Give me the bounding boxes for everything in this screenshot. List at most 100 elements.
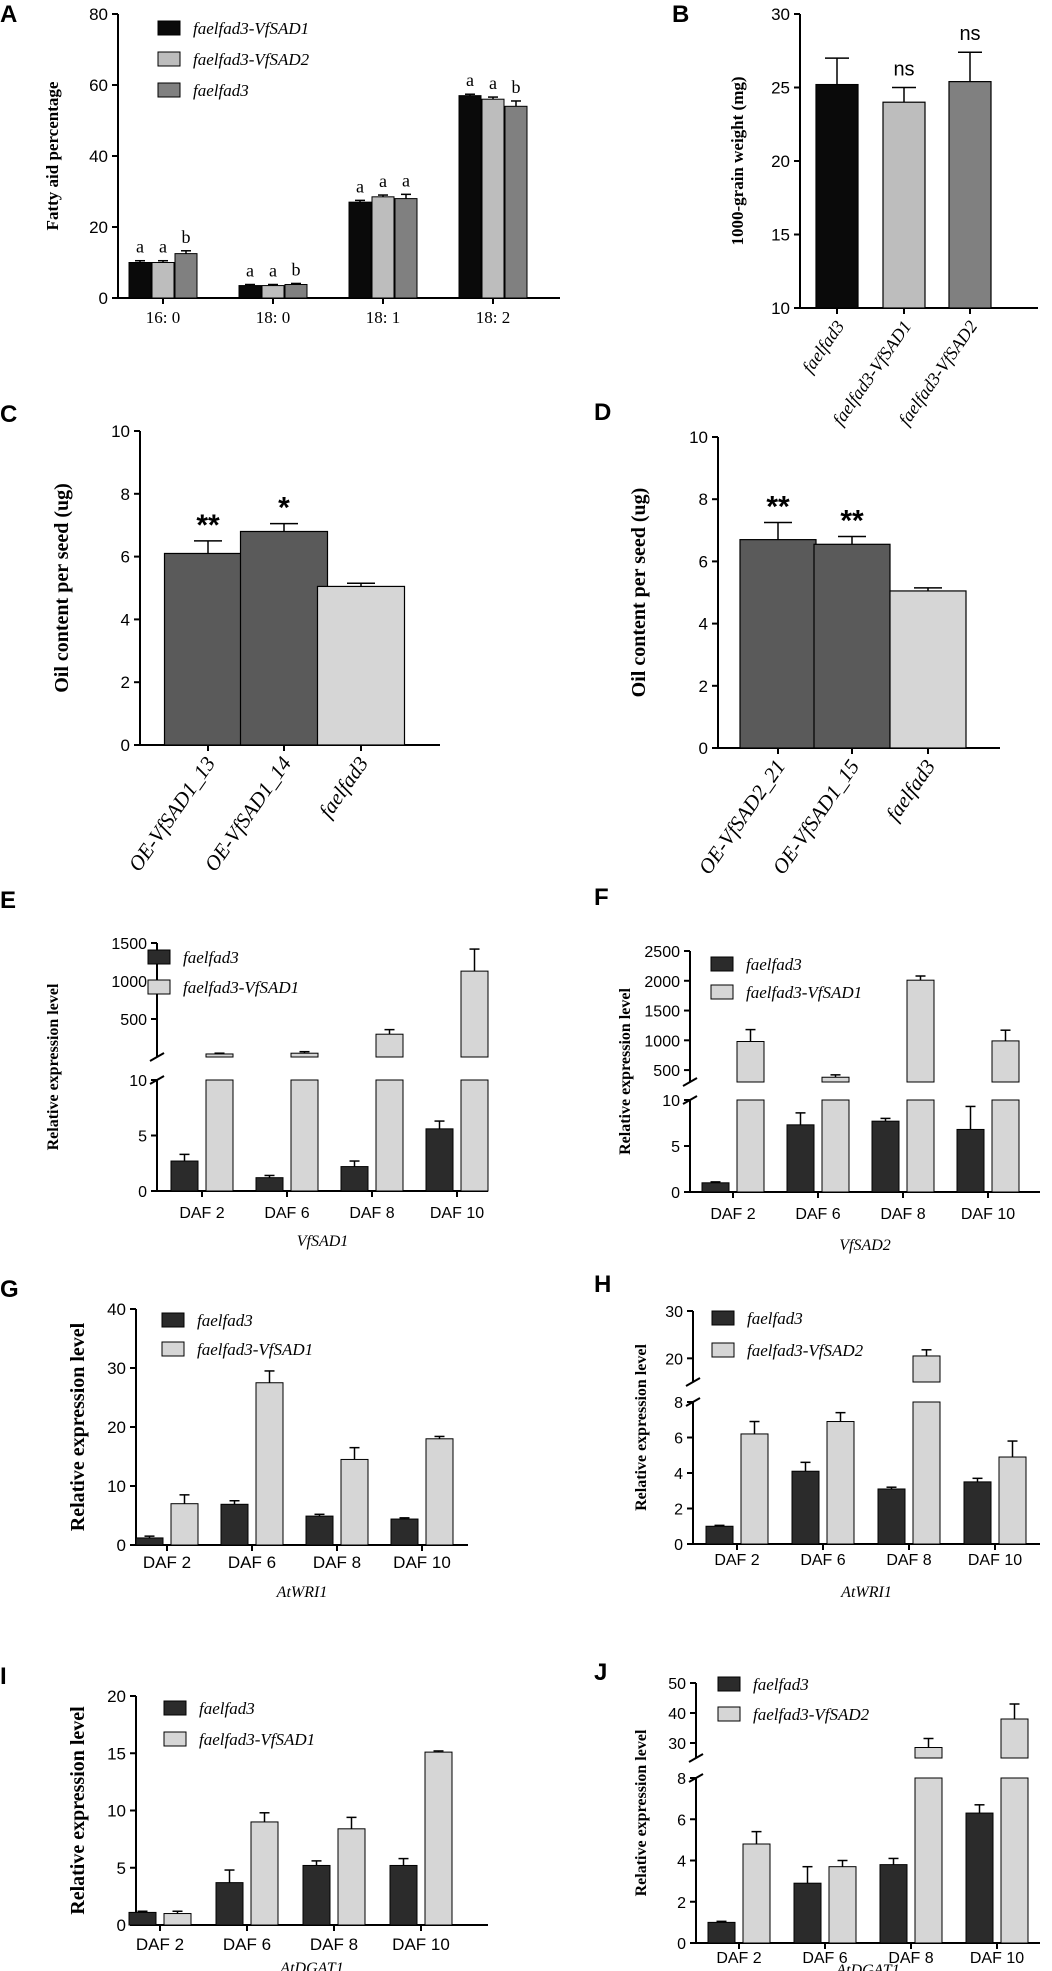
- y-tick-label: 8: [121, 485, 130, 504]
- bar: [174, 253, 198, 299]
- axis-break-mark: [688, 1753, 704, 1763]
- legend-swatch: [161, 1341, 185, 1357]
- bar: [389, 1864, 418, 1926]
- bar-upper-segment: [1000, 1718, 1029, 1759]
- y-tick-label: 15: [771, 226, 790, 245]
- legend-label: faelfad3-VfSAD1: [183, 978, 299, 997]
- bar-upper-segment: [912, 1355, 941, 1383]
- y-tick-label: 1000: [111, 974, 147, 991]
- x-tick-label: DAF 6: [223, 1935, 271, 1954]
- significance-label: a: [159, 237, 167, 257]
- bar: [220, 1503, 249, 1546]
- bar: [215, 1882, 244, 1926]
- bar: [948, 81, 992, 309]
- y-tick-label: 0: [117, 1536, 126, 1555]
- bar: [424, 1751, 453, 1926]
- bar-lower-segment: [1000, 1777, 1029, 1944]
- panel-label-F: F: [594, 884, 609, 911]
- axis-break-mark: [149, 1052, 165, 1062]
- bar: [877, 1488, 906, 1545]
- bar: [316, 585, 406, 746]
- chart-E: 0 5 10 500 1000 1500 Relative expression level…: [45, 936, 489, 1250]
- y-tick-label: 2: [677, 1895, 686, 1912]
- bar: [786, 1124, 815, 1193]
- x-tick-label: faelfad3: [798, 317, 848, 377]
- x-tick-label: DAF 2: [710, 1206, 755, 1223]
- y-tick-label: 20: [89, 218, 108, 237]
- y-tick-label: 2: [699, 677, 708, 696]
- legend-swatch: [163, 1700, 187, 1716]
- y-axis-label: Relative expression level: [67, 1322, 89, 1531]
- chart-G: 0 10 20 30 40 Relative expression level DAF 2 D…: [67, 1300, 468, 1572]
- y-tick-label: 30: [107, 1359, 126, 1378]
- y-tick-label: 6: [699, 552, 708, 571]
- y-axis-label: Relative expression level: [45, 983, 62, 1150]
- bar: [742, 1843, 771, 1944]
- y-tick-label: 6: [121, 548, 130, 567]
- bar: [879, 1864, 908, 1944]
- y-tick-label: 0: [117, 1916, 126, 1935]
- significance-label: **: [766, 491, 790, 524]
- bar: [791, 1470, 820, 1545]
- chart-J: 0 2 4 6 8 30 40 50 Relative expression level DAF …: [633, 1675, 1040, 1971]
- bar: [238, 285, 262, 299]
- bar-upper-segment: [821, 1076, 850, 1083]
- y-tick-label: 2: [121, 673, 130, 692]
- bar-lower-segment: [914, 1777, 943, 1944]
- legend-swatch: [157, 82, 181, 98]
- y-tick-label: 0: [674, 1537, 683, 1554]
- x-tick-label: 18: 0: [256, 308, 290, 327]
- y-tick-label: 6: [674, 1431, 683, 1448]
- bar: [815, 83, 859, 309]
- x-tick-label: DAF 8: [880, 1206, 925, 1223]
- y-tick-label: 20: [665, 1351, 683, 1368]
- y-tick-label: 0: [99, 289, 108, 308]
- y-axis-label: Relative expression level: [633, 1729, 650, 1896]
- y-tick-label: 500: [120, 1012, 147, 1029]
- y-tick-label: 500: [653, 1063, 680, 1080]
- y-tick-label: 30: [665, 1304, 683, 1321]
- y-tick-label: 50: [668, 1676, 686, 1693]
- bar: [163, 1913, 192, 1926]
- y-tick-label: 25: [771, 79, 790, 98]
- y-tick-label: 30: [771, 5, 790, 24]
- y-axis-label: Relative expression level: [633, 1344, 650, 1511]
- bar-upper-segment: [205, 1053, 234, 1058]
- bar: [390, 1518, 419, 1546]
- bar: [250, 1821, 279, 1926]
- legend-swatch: [717, 1676, 741, 1692]
- y-tick-label: 4: [677, 1854, 686, 1871]
- y-tick-label: 5: [117, 1859, 126, 1878]
- bar: [302, 1864, 331, 1926]
- y-tick-label: 80: [89, 5, 108, 24]
- bar: [871, 1120, 900, 1193]
- y-tick-label: 10: [689, 428, 708, 447]
- bar-lower-segment: [991, 1099, 1020, 1193]
- significance-label: ns: [959, 23, 980, 45]
- x-tick-label: DAF 2: [179, 1205, 224, 1222]
- legend-label: faelfad3: [747, 1309, 803, 1328]
- significance-label: a: [466, 70, 474, 90]
- bar: [998, 1456, 1027, 1545]
- significance-label: a: [489, 73, 497, 93]
- bar: [337, 1828, 366, 1926]
- x-tick-label: DAF 8: [310, 1935, 358, 1954]
- x-tick-label: DAF 6: [228, 1553, 276, 1572]
- bar: [707, 1921, 736, 1944]
- bar: [394, 198, 418, 299]
- y-tick-label: 8: [677, 1771, 686, 1788]
- y-tick-label: 1000: [644, 1033, 680, 1050]
- x-tick-label: DAF 6: [802, 1950, 847, 1967]
- y-tick-label: 2000: [644, 974, 680, 991]
- bar-lower-segment: [912, 1401, 941, 1545]
- y-tick-label: 0: [677, 1936, 686, 1953]
- legend-label: faelfad3-VfSAD2: [193, 50, 310, 69]
- bar-lower-segment: [205, 1079, 234, 1192]
- chart-F: 0 5 10 500 1000 1500 2000 2500 Relative expressi…: [617, 944, 1040, 1254]
- y-tick-label: 8: [674, 1395, 683, 1412]
- y-tick-label: 40: [668, 1706, 686, 1723]
- bar: [826, 1421, 855, 1545]
- legend-swatch: [711, 1342, 735, 1358]
- bar: [284, 284, 308, 299]
- bar-upper-segment: [914, 1747, 943, 1759]
